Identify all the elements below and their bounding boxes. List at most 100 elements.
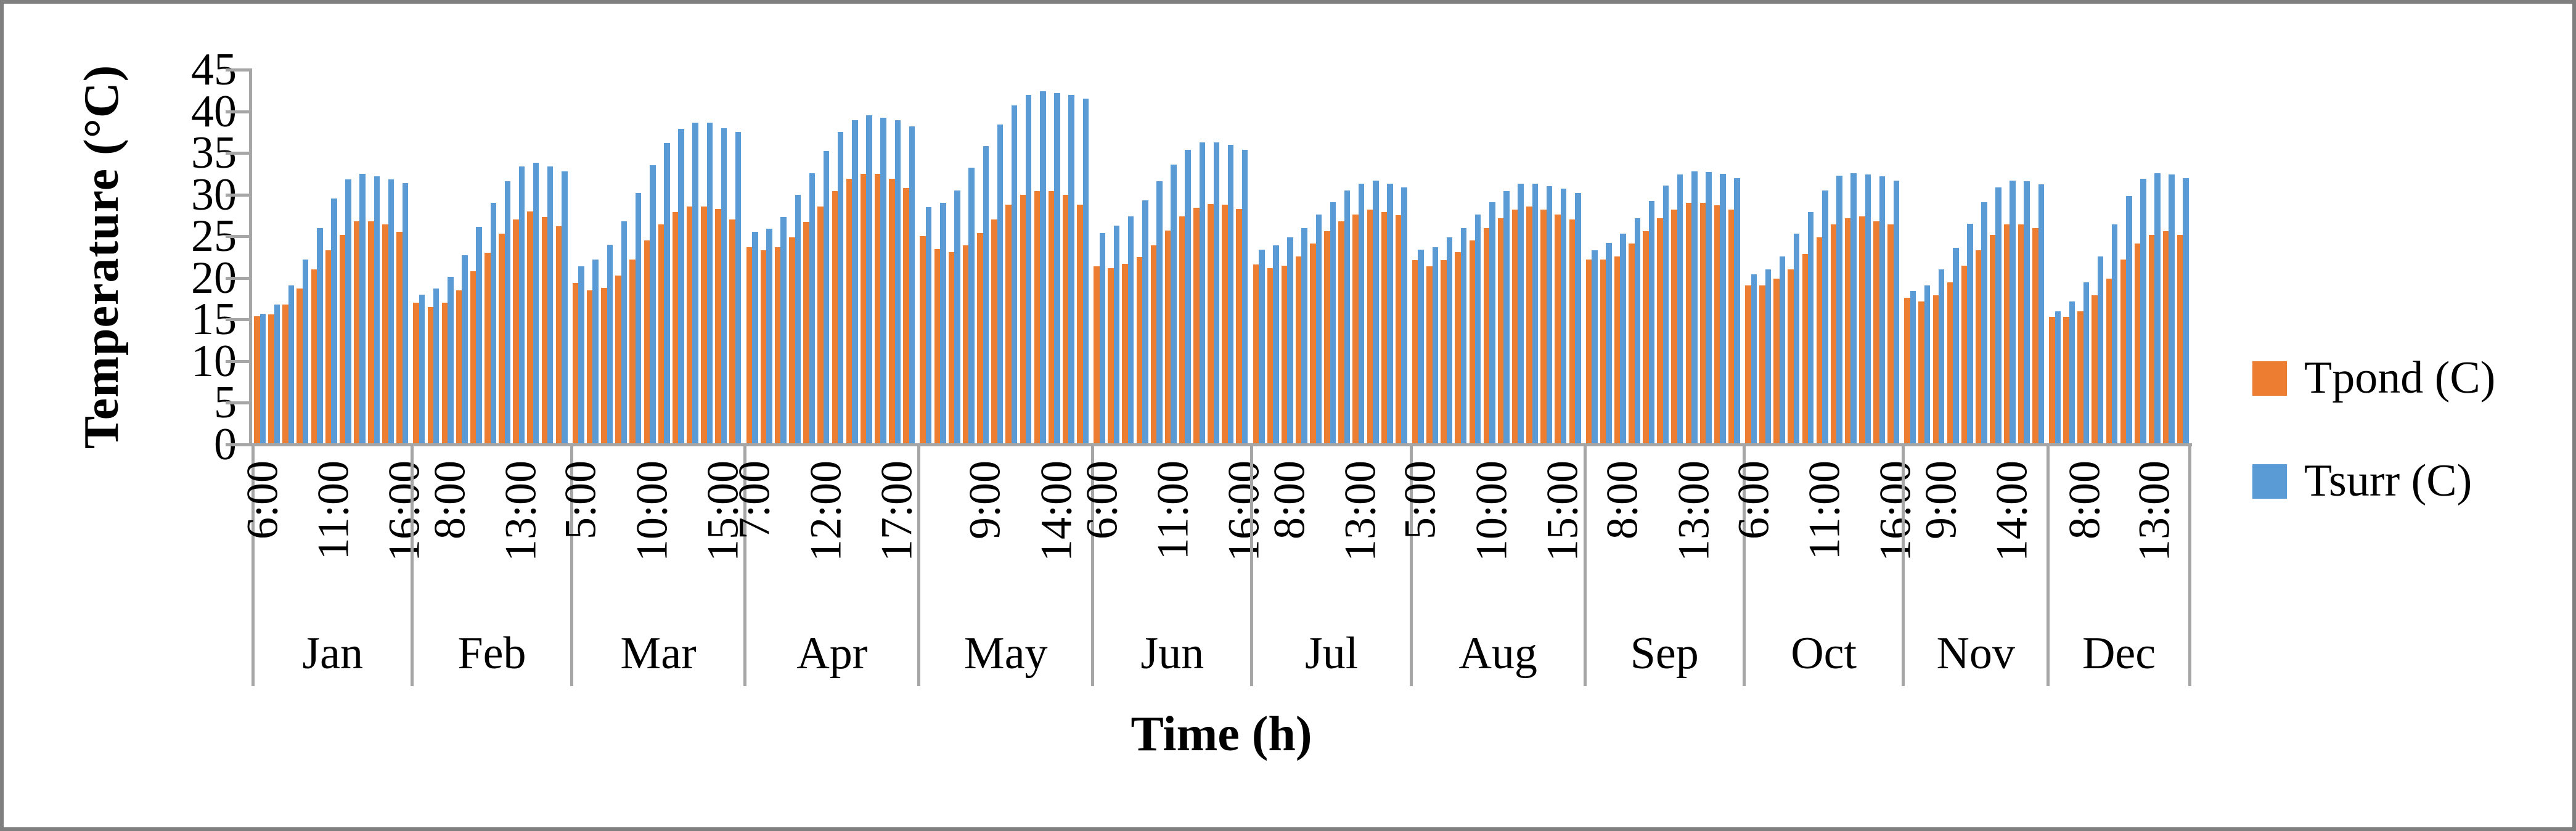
bar-tsurr-feb-15:00 bbox=[547, 166, 554, 444]
bar-tsurr-oct-8:00 bbox=[1779, 256, 1786, 444]
bar-pair bbox=[483, 70, 497, 444]
time-tick-label: 8:00 bbox=[1597, 461, 1647, 540]
bars-aug bbox=[1410, 70, 1584, 444]
bar-pair bbox=[1758, 70, 1772, 444]
label-band-nov: 9:00 14:00 Nov bbox=[1902, 444, 2046, 686]
bar-tsurr-nov-12:00 bbox=[1981, 202, 1987, 444]
bar-tsurr-may-13:00 bbox=[1040, 91, 1046, 444]
bar-pair bbox=[1599, 70, 1613, 444]
bar-pair bbox=[1960, 70, 1974, 444]
time-tick-label: 6:00 bbox=[237, 461, 287, 540]
time-tick-label: 15:00 bbox=[1537, 461, 1587, 562]
bar-tsurr-sep-15:00 bbox=[1720, 173, 1726, 444]
bar-tpond-mar-14:00 bbox=[701, 206, 707, 444]
bar-tpond-feb-13:00 bbox=[513, 219, 519, 444]
label-band-mar: 5:00 10:00 15:00 Mar bbox=[556, 444, 748, 686]
bar-pair bbox=[873, 70, 888, 444]
bar-pair bbox=[1411, 70, 1425, 444]
label-band-jan: 6:00 11:00 16:00 Jan bbox=[237, 444, 428, 686]
bar-tpond-jul-10:00 bbox=[1310, 244, 1316, 444]
bar-tpond-mar-8:00 bbox=[615, 275, 621, 444]
bar-pair bbox=[1454, 70, 1468, 444]
bar-tpond-sep-6:00 bbox=[1585, 260, 1592, 444]
bar-tpond-sep-9:00 bbox=[1629, 244, 1635, 444]
bar-tsurr-aug-7:00 bbox=[1446, 237, 1453, 444]
time-tick-label: 6:00 bbox=[1077, 461, 1127, 540]
bar-tpond-sep-11:00 bbox=[1657, 218, 1663, 444]
bar-pair bbox=[1121, 70, 1135, 444]
bar-tpond-oct-15:00 bbox=[1873, 221, 1879, 444]
bar-tsurr-may-5:00 bbox=[925, 207, 932, 444]
bar-pair bbox=[1989, 70, 2003, 444]
bar-tsurr-oct-11:00 bbox=[1822, 190, 1828, 444]
bar-tsurr-sep-9:00 bbox=[1634, 218, 1641, 444]
bar-tpond-may-13:00 bbox=[1034, 191, 1041, 444]
month-label-nov: Nov bbox=[1936, 628, 2015, 679]
time-tick-label: 13:00 bbox=[1669, 461, 1718, 562]
bars-nov bbox=[1902, 70, 2046, 444]
bar-tpond-may-14:00 bbox=[1048, 191, 1055, 444]
bar-pair bbox=[614, 70, 628, 444]
bar-tsurr-jan-8:00 bbox=[288, 285, 295, 444]
bar-tsurr-oct-15:00 bbox=[1879, 176, 1886, 444]
bar-tpond-may-5:00 bbox=[920, 236, 926, 444]
bar-tsurr-aug-13:00 bbox=[1532, 184, 1539, 444]
bar-tsurr-aug-6:00 bbox=[1432, 247, 1439, 444]
bar-tsurr-jul-8:00 bbox=[1287, 237, 1293, 444]
y-tick-label-5: 5 bbox=[214, 377, 237, 428]
time-tick-label: 13:00 bbox=[496, 461, 546, 562]
bar-tpond-sep-12:00 bbox=[1671, 210, 1677, 444]
bar-pair bbox=[1380, 70, 1394, 444]
time-tick-label: 10:00 bbox=[1466, 461, 1516, 562]
bar-pair bbox=[845, 70, 859, 444]
bar-pair bbox=[1872, 70, 1886, 444]
y-tick-mark-15 bbox=[226, 318, 250, 322]
bar-tpond-may-12:00 bbox=[1020, 194, 1026, 444]
bar-tsurr-jun-11:00 bbox=[1171, 165, 1177, 444]
bar-tsurr-jul-9:00 bbox=[1301, 227, 1307, 444]
bar-tpond-sep-7:00 bbox=[1600, 260, 1606, 444]
bar-pair bbox=[933, 70, 947, 444]
month-col-may: 9:00 14:00 May bbox=[917, 70, 1091, 686]
bar-pair bbox=[412, 70, 426, 444]
bar-pair bbox=[2104, 70, 2119, 444]
bar-tpond-mar-7:00 bbox=[601, 288, 607, 444]
bar-tpond-aug-11:00 bbox=[1497, 218, 1504, 444]
y-axis-line bbox=[249, 68, 252, 446]
bar-tsurr-jan-10:00 bbox=[317, 227, 323, 444]
bar-tpond-jan-12:00 bbox=[339, 234, 346, 444]
month-col-nov: 9:00 14:00 Nov bbox=[1902, 70, 2046, 686]
bar-tpond-mar-6:00 bbox=[586, 290, 593, 444]
bar-pair bbox=[1280, 70, 1294, 444]
bar-tsurr-oct-16:00 bbox=[1893, 180, 1900, 444]
bar-pair bbox=[642, 70, 656, 444]
bar-pair bbox=[455, 70, 469, 444]
bar-tpond-apr-14:00 bbox=[846, 179, 853, 444]
bar-tpond-jan-9:00 bbox=[296, 289, 303, 444]
bar-tpond-jun-8:00 bbox=[1122, 263, 1128, 444]
bar-pair bbox=[1903, 70, 1917, 444]
bar-pair bbox=[1047, 70, 1061, 444]
month-label-dec: Dec bbox=[2082, 628, 2156, 679]
bar-tsurr-jul-15:00 bbox=[1387, 184, 1393, 444]
bar-pair bbox=[1076, 70, 1090, 444]
bar-pair bbox=[700, 70, 714, 444]
y-tick-mark-20 bbox=[226, 276, 250, 280]
bar-pair bbox=[324, 70, 338, 444]
bar-tsurr-mar-9:00 bbox=[635, 192, 642, 444]
label-band-jul: 8:00 13:00 Jul bbox=[1250, 444, 1409, 686]
bar-pair bbox=[1150, 70, 1164, 444]
month-col-oct: 6:00 11:00 16:00 Oct bbox=[1728, 70, 1920, 686]
bar-tpond-oct-7:00 bbox=[1759, 285, 1765, 444]
bar-tsurr-mar-6:00 bbox=[592, 260, 599, 444]
time-tick-label: 8:00 bbox=[2059, 461, 2109, 540]
y-tick-label-35: 35 bbox=[191, 128, 237, 179]
bar-pair bbox=[2076, 70, 2090, 444]
bar-pair bbox=[1699, 70, 1713, 444]
bars-feb bbox=[411, 70, 570, 444]
bar-pair bbox=[774, 70, 788, 444]
y-tick-label-10: 10 bbox=[191, 335, 237, 387]
time-tick-label: 11:00 bbox=[308, 461, 358, 560]
bar-pair bbox=[1786, 70, 1801, 444]
